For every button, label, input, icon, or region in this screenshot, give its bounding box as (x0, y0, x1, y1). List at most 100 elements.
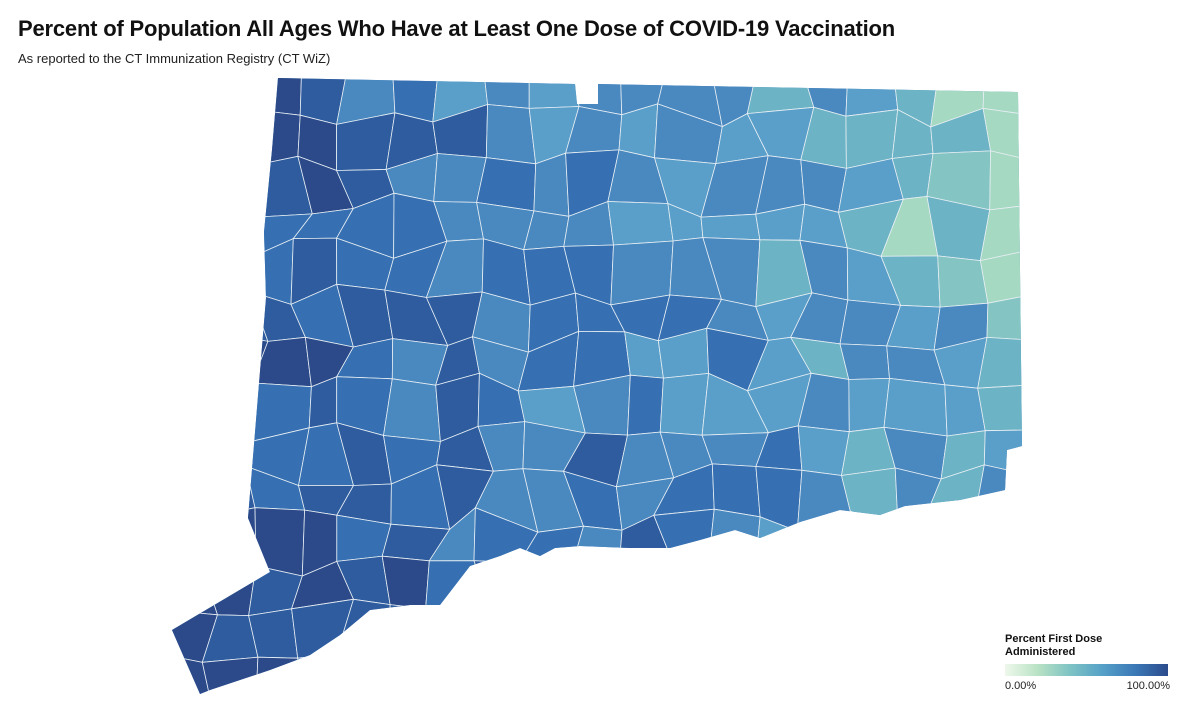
town-region[interactable] (797, 425, 850, 476)
town-region[interactable] (607, 201, 674, 246)
town-region[interactable] (204, 211, 266, 260)
town-region[interactable] (891, 513, 930, 575)
town-region[interactable] (607, 564, 677, 618)
town-region[interactable] (165, 114, 213, 161)
town-region[interactable] (248, 237, 294, 305)
town-region[interactable] (880, 607, 949, 668)
town-region[interactable] (747, 642, 809, 700)
town-region[interactable] (165, 155, 213, 213)
town-region[interactable] (208, 291, 269, 342)
town-region[interactable] (383, 378, 441, 442)
town-region[interactable] (842, 562, 905, 616)
town-region[interactable] (165, 558, 219, 616)
town-region[interactable] (937, 255, 989, 308)
town-region[interactable] (986, 294, 1030, 341)
town-region[interactable] (974, 464, 1030, 521)
town-region[interactable] (485, 104, 537, 165)
town-region[interactable] (977, 336, 1030, 389)
town-region[interactable] (204, 155, 266, 218)
town-region[interactable] (381, 555, 430, 610)
town-region[interactable] (197, 507, 257, 567)
town-region[interactable] (982, 70, 1030, 116)
town-region[interactable] (425, 560, 490, 610)
town-region[interactable] (883, 377, 948, 437)
town-region[interactable] (974, 515, 1030, 566)
town-region[interactable] (755, 558, 814, 618)
town-region[interactable] (516, 609, 574, 667)
town-region[interactable] (567, 660, 621, 701)
town-region[interactable] (425, 605, 490, 668)
town-region[interactable] (808, 558, 852, 608)
town-region[interactable] (389, 644, 440, 700)
town-region[interactable] (209, 108, 248, 168)
town-region[interactable] (928, 557, 983, 618)
town-region[interactable] (165, 70, 211, 117)
town-region[interactable] (933, 607, 983, 669)
town-region[interactable] (933, 642, 985, 700)
town-region[interactable] (516, 562, 574, 612)
town-region[interactable] (891, 564, 949, 616)
town-region[interactable] (839, 343, 890, 380)
town-region[interactable] (165, 329, 220, 386)
town-region[interactable] (165, 471, 214, 521)
town-region[interactable] (255, 656, 303, 700)
town-region[interactable] (473, 560, 520, 611)
town-region[interactable] (880, 646, 940, 700)
town-region[interactable] (700, 213, 761, 241)
town-region[interactable] (254, 507, 306, 577)
town-region[interactable] (610, 240, 674, 306)
town-region[interactable] (470, 648, 533, 700)
town-region[interactable] (437, 647, 485, 701)
town-region[interactable] (926, 513, 983, 566)
town-region[interactable] (663, 568, 719, 616)
town-region[interactable] (977, 384, 1030, 432)
town-region[interactable] (218, 376, 254, 442)
town-region[interactable] (711, 463, 761, 518)
town-region[interactable] (663, 599, 721, 653)
town-region[interactable] (165, 204, 216, 260)
town-region[interactable] (848, 377, 890, 433)
town-region[interactable] (981, 557, 1030, 618)
town-region[interactable] (801, 642, 853, 700)
town-region[interactable] (841, 467, 899, 526)
town-region[interactable] (982, 107, 1030, 161)
town-region[interactable] (528, 70, 580, 109)
town-region[interactable] (845, 70, 899, 117)
town-region[interactable] (165, 519, 200, 566)
town-region[interactable] (165, 429, 221, 476)
town-region[interactable] (165, 249, 217, 299)
town-region[interactable] (208, 328, 269, 384)
town-region[interactable] (470, 605, 533, 668)
town-region[interactable] (746, 70, 815, 115)
town-region[interactable] (198, 558, 257, 617)
town-region[interactable] (989, 150, 1030, 211)
town-region[interactable] (665, 644, 721, 700)
town-region[interactable] (214, 257, 251, 299)
town-region[interactable] (849, 510, 899, 575)
town-region[interactable] (627, 374, 664, 436)
town-region[interactable] (707, 508, 761, 572)
town-region[interactable] (209, 70, 257, 117)
town-region[interactable] (607, 614, 670, 661)
town-region[interactable] (245, 70, 303, 116)
town-region[interactable] (212, 440, 254, 473)
town-region[interactable] (476, 157, 537, 212)
town-region[interactable] (808, 602, 853, 665)
town-region[interactable] (659, 372, 710, 436)
town-region[interactable] (297, 653, 348, 700)
town-region[interactable] (569, 564, 620, 618)
town-region[interactable] (717, 599, 770, 646)
town-region[interactable] (847, 642, 894, 700)
town-region[interactable] (533, 152, 570, 217)
town-region[interactable] (389, 604, 440, 649)
town-region[interactable] (707, 558, 770, 619)
town-region[interactable] (201, 656, 259, 700)
town-region[interactable] (842, 606, 905, 648)
town-region[interactable] (251, 336, 312, 388)
town-region[interactable] (483, 70, 530, 109)
town-region[interactable] (336, 644, 394, 700)
town-region[interactable] (747, 602, 814, 665)
town-region[interactable] (165, 294, 217, 341)
town-region[interactable] (197, 465, 256, 521)
town-region[interactable] (567, 610, 615, 667)
